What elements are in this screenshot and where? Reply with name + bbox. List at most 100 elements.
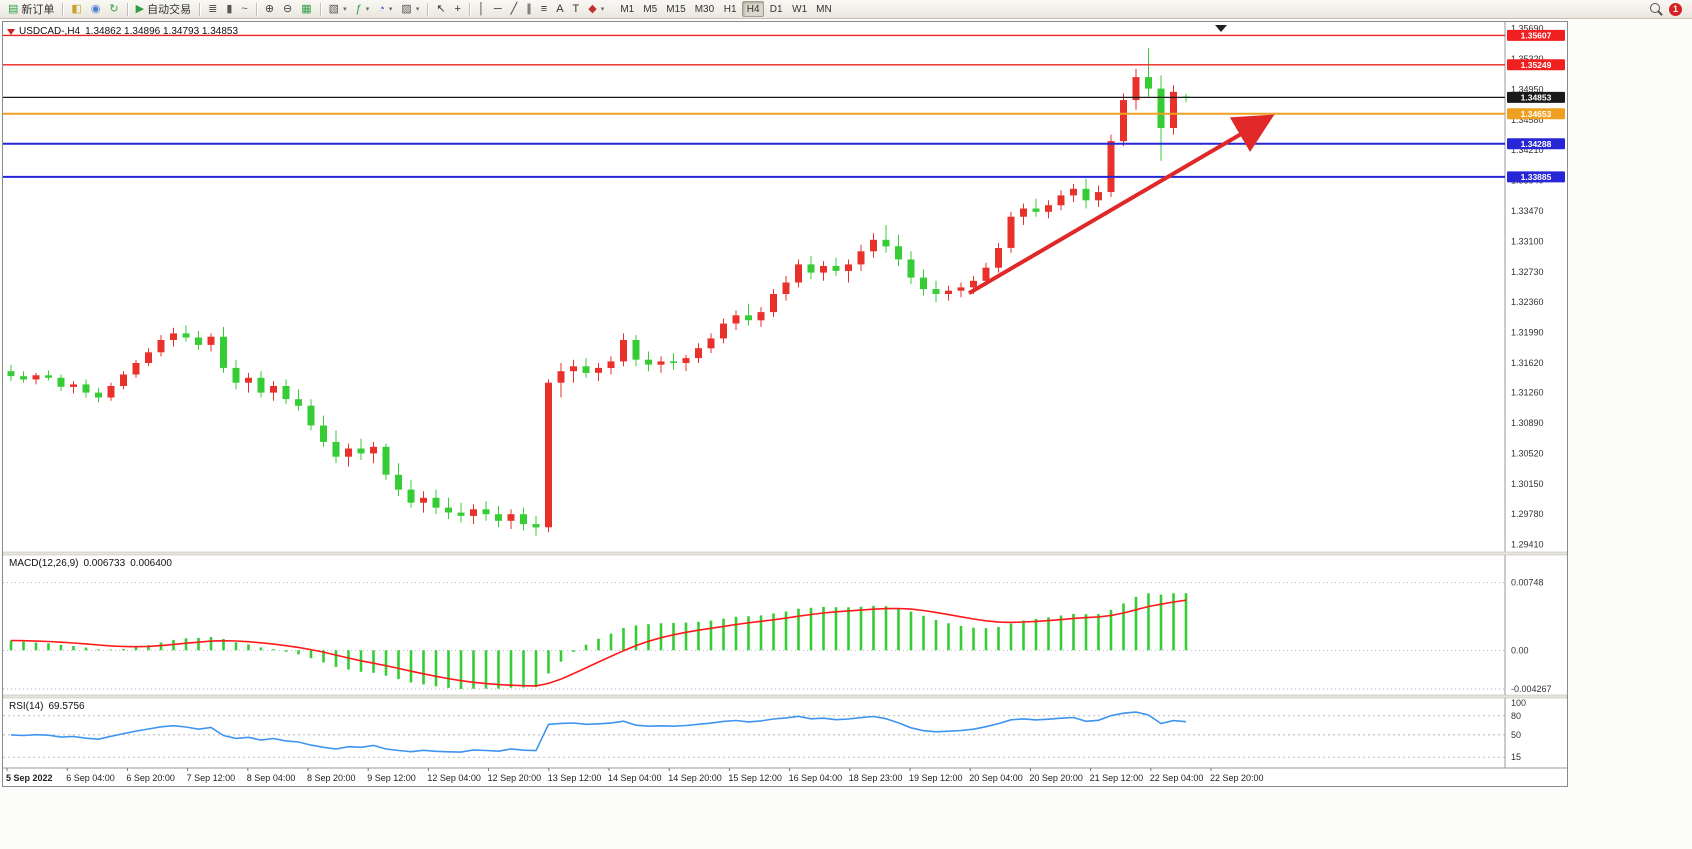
timeframe-h4-button[interactable]: H4: [742, 1, 765, 17]
cursor-icon[interactable]: ↖: [432, 1, 449, 18]
time-label: 13 Sep 12:00: [548, 773, 602, 783]
timeframe-m15-button[interactable]: M15: [666, 3, 686, 15]
price-tick: 1.34580: [1511, 115, 1544, 125]
channel-icon[interactable]: ∥: [522, 1, 536, 18]
timeframe-mn-button[interactable]: MN: [816, 3, 832, 15]
timeframe-m1-button[interactable]: M1: [620, 3, 635, 15]
chart-title: USDCAD-,H4 1.34862 1.34896 1.34793 1.3485…: [19, 26, 243, 37]
candlesticks: [7, 48, 1190, 536]
zoom-out-icon: ⊖: [283, 2, 293, 15]
templates-icon[interactable]: ▨ ▾: [397, 1, 423, 18]
time-label: 8 Sep 20:00: [307, 773, 356, 783]
price-tick: 1.32360: [1511, 297, 1544, 307]
vertical-line-icon[interactable]: │: [474, 1, 489, 18]
shapes-icon[interactable]: ◆ ▾: [584, 1, 608, 18]
time-label: 6 Sep 04:00: [66, 773, 115, 783]
zoom-out-icon[interactable]: ⊖: [279, 1, 296, 18]
toolbar-separator: [319, 2, 321, 16]
indicators-icon[interactable]: ƒ ▾: [352, 1, 374, 18]
price-tick: 1.30520: [1511, 448, 1544, 458]
candlestick-chart-icon[interactable]: ▮: [222, 1, 236, 18]
time-label: 18 Sep 23:00: [849, 773, 903, 783]
label-icon[interactable]: T: [569, 1, 584, 18]
periods-icon[interactable]: ◔ ▾: [374, 1, 396, 18]
bar-chart-icon[interactable]: ≣: [204, 1, 221, 18]
chart-ohlc-values: 1.34862 1.34896 1.34793 1.34853: [85, 26, 239, 37]
dropdown-caret-icon: ▾: [365, 6, 370, 13]
refresh-icon[interactable]: ↻: [105, 1, 122, 18]
chart-shift-marker-icon[interactable]: [1215, 25, 1227, 32]
time-label: 20 Sep 04:00: [969, 773, 1023, 783]
tile-windows-icon[interactable]: ▦: [297, 1, 315, 18]
symbol-marker-icon: [7, 29, 15, 35]
new-chart-icon[interactable]: ▧ ▾: [325, 1, 351, 18]
search-icon[interactable]: [1649, 2, 1663, 16]
time-label: 21 Sep 12:00: [1090, 773, 1144, 783]
price-line-badge: [1507, 108, 1565, 120]
price-tick: 1.31260: [1511, 388, 1544, 398]
chart-window: 1.35690 1.35320 1.34950 1.34580 1.34210 1.338…: [2, 21, 1568, 787]
navigator-icon: ◉: [90, 2, 101, 15]
time-label: 19 Sep 12:00: [909, 773, 963, 783]
price-tick: 1.32730: [1511, 267, 1544, 277]
toolbar-separator: [255, 2, 257, 16]
timeframe-m5-button[interactable]: M5: [643, 3, 658, 15]
navigator-icon[interactable]: ◉: [87, 1, 105, 18]
zoom-in-icon[interactable]: ⊕: [261, 1, 278, 18]
time-label: 14 Sep 04:00: [608, 773, 662, 783]
macd-indicator-label: MACD(12,26,9) 0.006733 0.006400: [9, 558, 177, 569]
toolbar-separator: [199, 2, 201, 16]
price-tick: 1.30150: [1511, 479, 1544, 489]
pane-splitter[interactable]: [2, 694, 1568, 699]
price-tick: 1.34210: [1511, 145, 1544, 155]
price-line-badge-label: 1.34853: [1521, 92, 1552, 102]
price-tick: 1.30890: [1511, 418, 1544, 428]
auto-trading-button[interactable]: ▶ 自动交易: [132, 1, 195, 18]
rsi-line: [10, 711, 1187, 753]
price-line-badge-label: 1.34653: [1521, 109, 1552, 119]
chart-canvas[interactable]: 1.35690 1.35320 1.34950 1.34580 1.34210 1.338…: [2, 22, 1568, 786]
trend-arrow[interactable]: [967, 114, 1275, 295]
text-icon[interactable]: A: [552, 1, 567, 18]
price-line-badge: [1507, 59, 1565, 71]
channel-icon: ∥: [526, 2, 532, 15]
macd-value: 0.006733: [83, 558, 126, 569]
crosshair-icon: +: [454, 2, 461, 15]
timeframe-m30-button[interactable]: M30: [694, 3, 715, 15]
new-chart-icon: ▧: [328, 2, 340, 15]
time-label: 14 Sep 20:00: [668, 773, 722, 783]
pane-splitter[interactable]: [2, 551, 1568, 556]
crosshair-icon[interactable]: +: [451, 1, 465, 18]
time-label: 5 Sep 2022: [6, 773, 53, 783]
text-icon: A: [556, 2, 564, 15]
macd-signal-value: 0.006400: [130, 558, 172, 569]
price-line-badge-label: 1.34288: [1521, 139, 1552, 149]
rsi-tick: 50: [1511, 730, 1521, 740]
toolbar-separator: [468, 2, 470, 16]
timeframe-h1-button[interactable]: H1: [723, 3, 737, 15]
timeframe-w1-button[interactable]: W1: [792, 3, 808, 15]
price-tick: 1.35320: [1511, 54, 1544, 64]
toolbar-separator: [427, 2, 429, 16]
price-tick: 1.34950: [1511, 84, 1544, 94]
notification-badge[interactable]: 1: [1669, 2, 1682, 16]
line-chart-icon: ~: [241, 2, 248, 15]
time-label: 16 Sep 04:00: [789, 773, 843, 783]
horizontal-line-icon[interactable]: ─: [490, 1, 506, 18]
dropdown-caret-icon: ▾: [415, 6, 420, 13]
market-watch-icon[interactable]: ◧: [67, 1, 85, 18]
trendline-icon[interactable]: ╱: [507, 1, 522, 18]
label-icon: T: [572, 2, 580, 15]
price-tick: 1.33470: [1511, 206, 1544, 216]
fibonacci-icon[interactable]: ≡: [537, 1, 551, 18]
cursor-icon: ↖: [436, 2, 446, 15]
main-toolbar: ▤ 新订单 ◧ ◉ ↻ ▶ 自动交易 ≣ ▮ ~ ⊕ ⊖ ▦ ▧ ▾ ƒ ▾ ◔ ▾ ▨ ▾ ↖ + │ ─ ╱ ∥ ≡ A T ◆ ▾ M1…: [0, 0, 1692, 19]
price-tick: 1.29410: [1511, 540, 1544, 550]
templates-icon: ▨: [401, 2, 412, 15]
new-order-button[interactable]: ▤ 新订单: [4, 1, 58, 18]
toolbar-right: 1: [1649, 2, 1688, 16]
timeframe-d1-button[interactable]: D1: [769, 3, 783, 15]
time-label: 7 Sep 12:00: [187, 773, 236, 783]
line-chart-icon[interactable]: ~: [237, 1, 251, 18]
dropdown-caret-icon: ▾: [600, 6, 605, 13]
